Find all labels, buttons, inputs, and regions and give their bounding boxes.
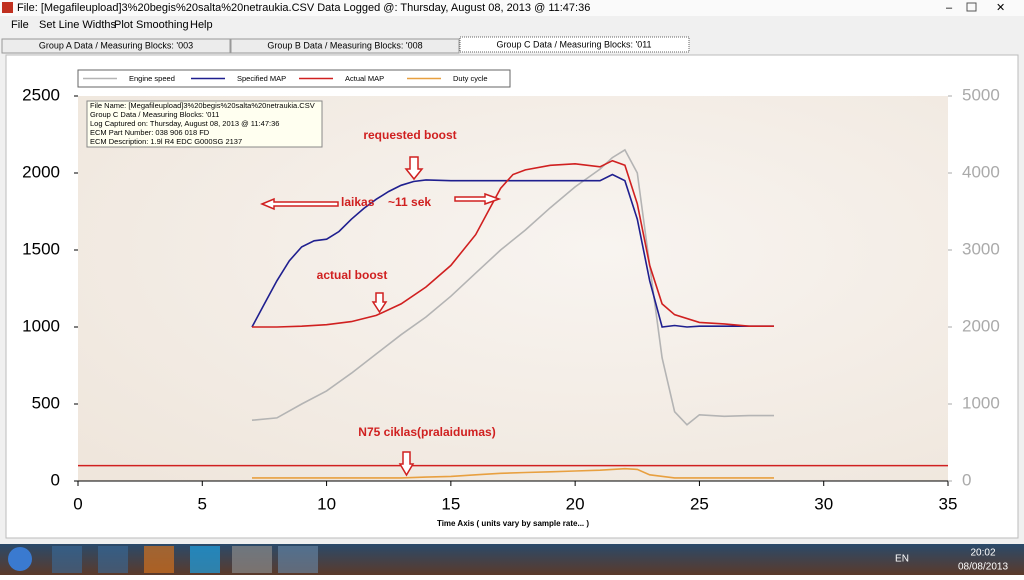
y-tick-label: 2000 [22,162,60,181]
legend-label: Specified MAP [237,74,286,83]
tab-label[interactable]: Group A Data / Measuring Blocks: '003 [39,40,193,50]
menu-bar [0,16,1024,36]
minimize[interactable]: ‒ [946,2,953,14]
legend [77,69,511,88]
info-line: Log Captured on: Thursday, August 08, 20… [90,119,279,128]
y-tick-label: 1500 [22,239,60,258]
close[interactable]: ✕ [996,2,1005,14]
menu-item[interactable]: Plot Smoothing [114,19,189,31]
y2-tick-label: 2000 [962,316,1000,335]
taskbar-app[interactable] [98,546,128,573]
tab-label[interactable]: Group B Data / Measuring Blocks: '008 [267,40,422,50]
annotation: N75 ciklas(pralaidumas) [358,425,495,439]
info-line: ECM Description: 1.9l R4 EDC G000SG 2137 [90,137,242,146]
y2-tick-label: 4000 [962,162,1000,181]
y2-tick-label: 5000 [962,85,1000,104]
tab-active[interactable] [459,36,690,53]
taskbar-app[interactable] [278,546,318,573]
info-line: File Name: [Megafileupload]3%20begis%20s… [90,101,315,110]
maximize[interactable] [966,2,977,12]
annotation: laikas [341,195,375,209]
x-tick-label: 10 [317,494,336,513]
menu-item[interactable]: File [11,19,29,31]
y-tick-label: 2500 [22,85,60,104]
y-tick-label: 500 [32,393,60,412]
window-title: File: [Megafileupload]3%20begis%20salta%… [17,2,590,14]
info-line: ECM Part Number: 038 906 018 FD [90,128,210,137]
series-line [252,159,774,328]
legend-label: Engine speed [129,74,175,83]
x-tick-label: 0 [73,494,82,513]
y-tick-label: 1000 [22,316,60,335]
arrows [260,156,502,477]
menu-item[interactable]: Set Line Widths [39,19,117,31]
x-tick-label: 15 [441,494,460,513]
series-line [252,467,774,479]
taskbar-app[interactable] [144,546,174,573]
x-tick-label: 5 [198,494,207,513]
legend-label: Duty cycle [453,74,488,83]
app-icon [2,2,13,13]
x-tick-label: 30 [814,494,833,513]
x-tick-label: 35 [939,494,958,513]
y2-tick-label: 0 [962,470,971,489]
x-tick-label: 20 [566,494,585,513]
plot: 0 5 10 15 20 25 30 3505001000150020002500010002… [22,85,1000,513]
clock-date[interactable]: 08/08/2013 [958,562,1008,573]
annotation: requested boost [363,128,456,142]
y2-tick-label: 3000 [962,239,1000,258]
tab[interactable] [1,38,231,54]
menu-item[interactable]: Help [190,19,213,31]
legend-label: Actual MAP [345,74,384,83]
taskbar-app-active[interactable] [232,546,272,573]
language[interactable]: EN [895,554,909,565]
tab-label[interactable]: Group C Data / Measuring Blocks: '011 [496,39,651,49]
info-line: Group C Data / Measuring Blocks: '011 [90,110,219,119]
plot-area [78,96,948,481]
title-bar [0,0,1024,16]
series-line [251,148,774,426]
y2-tick-label: 1000 [962,393,1000,412]
taskbar-app[interactable] [52,546,82,573]
series-line [251,173,774,328]
x-axis-title: Time Axis ( units vary by sample rate...… [437,519,589,528]
start-button[interactable] [8,547,32,571]
annotation: ~11 sek [388,195,431,209]
tab[interactable] [230,38,460,54]
annotation: actual boost [317,268,388,282]
x-tick-label: 25 [690,494,709,513]
y-tick-label: 0 [51,470,60,489]
taskbar-app[interactable] [190,546,220,573]
window-controls[interactable]: ‒ ✕ [946,2,1005,14]
info-box [86,100,323,148]
clock-time[interactable]: 20:02 [970,548,995,559]
